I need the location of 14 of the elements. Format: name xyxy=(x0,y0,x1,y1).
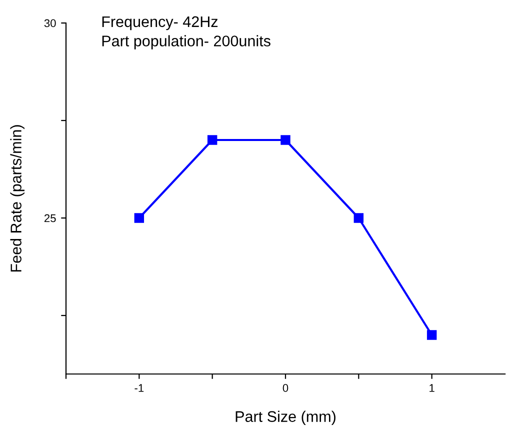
x-tick-label: -1 xyxy=(134,384,144,392)
y-axis-title: Feed Rate (parts/min) xyxy=(10,125,24,272)
x-axis-title: Part Size (mm) xyxy=(236,410,336,425)
point xyxy=(354,213,364,223)
annotation: Frequency- 42Hz xyxy=(102,16,218,30)
point xyxy=(207,135,218,145)
y-tick-label: 30 xyxy=(44,19,56,28)
annotation: Part population- 200units xyxy=(102,35,270,50)
y-tick-label: 25 xyxy=(44,214,56,222)
x-tick-label: 1 xyxy=(430,384,434,392)
x-tick-label: 0 xyxy=(282,384,288,392)
point xyxy=(426,330,437,340)
point xyxy=(134,213,144,223)
point xyxy=(280,135,290,145)
